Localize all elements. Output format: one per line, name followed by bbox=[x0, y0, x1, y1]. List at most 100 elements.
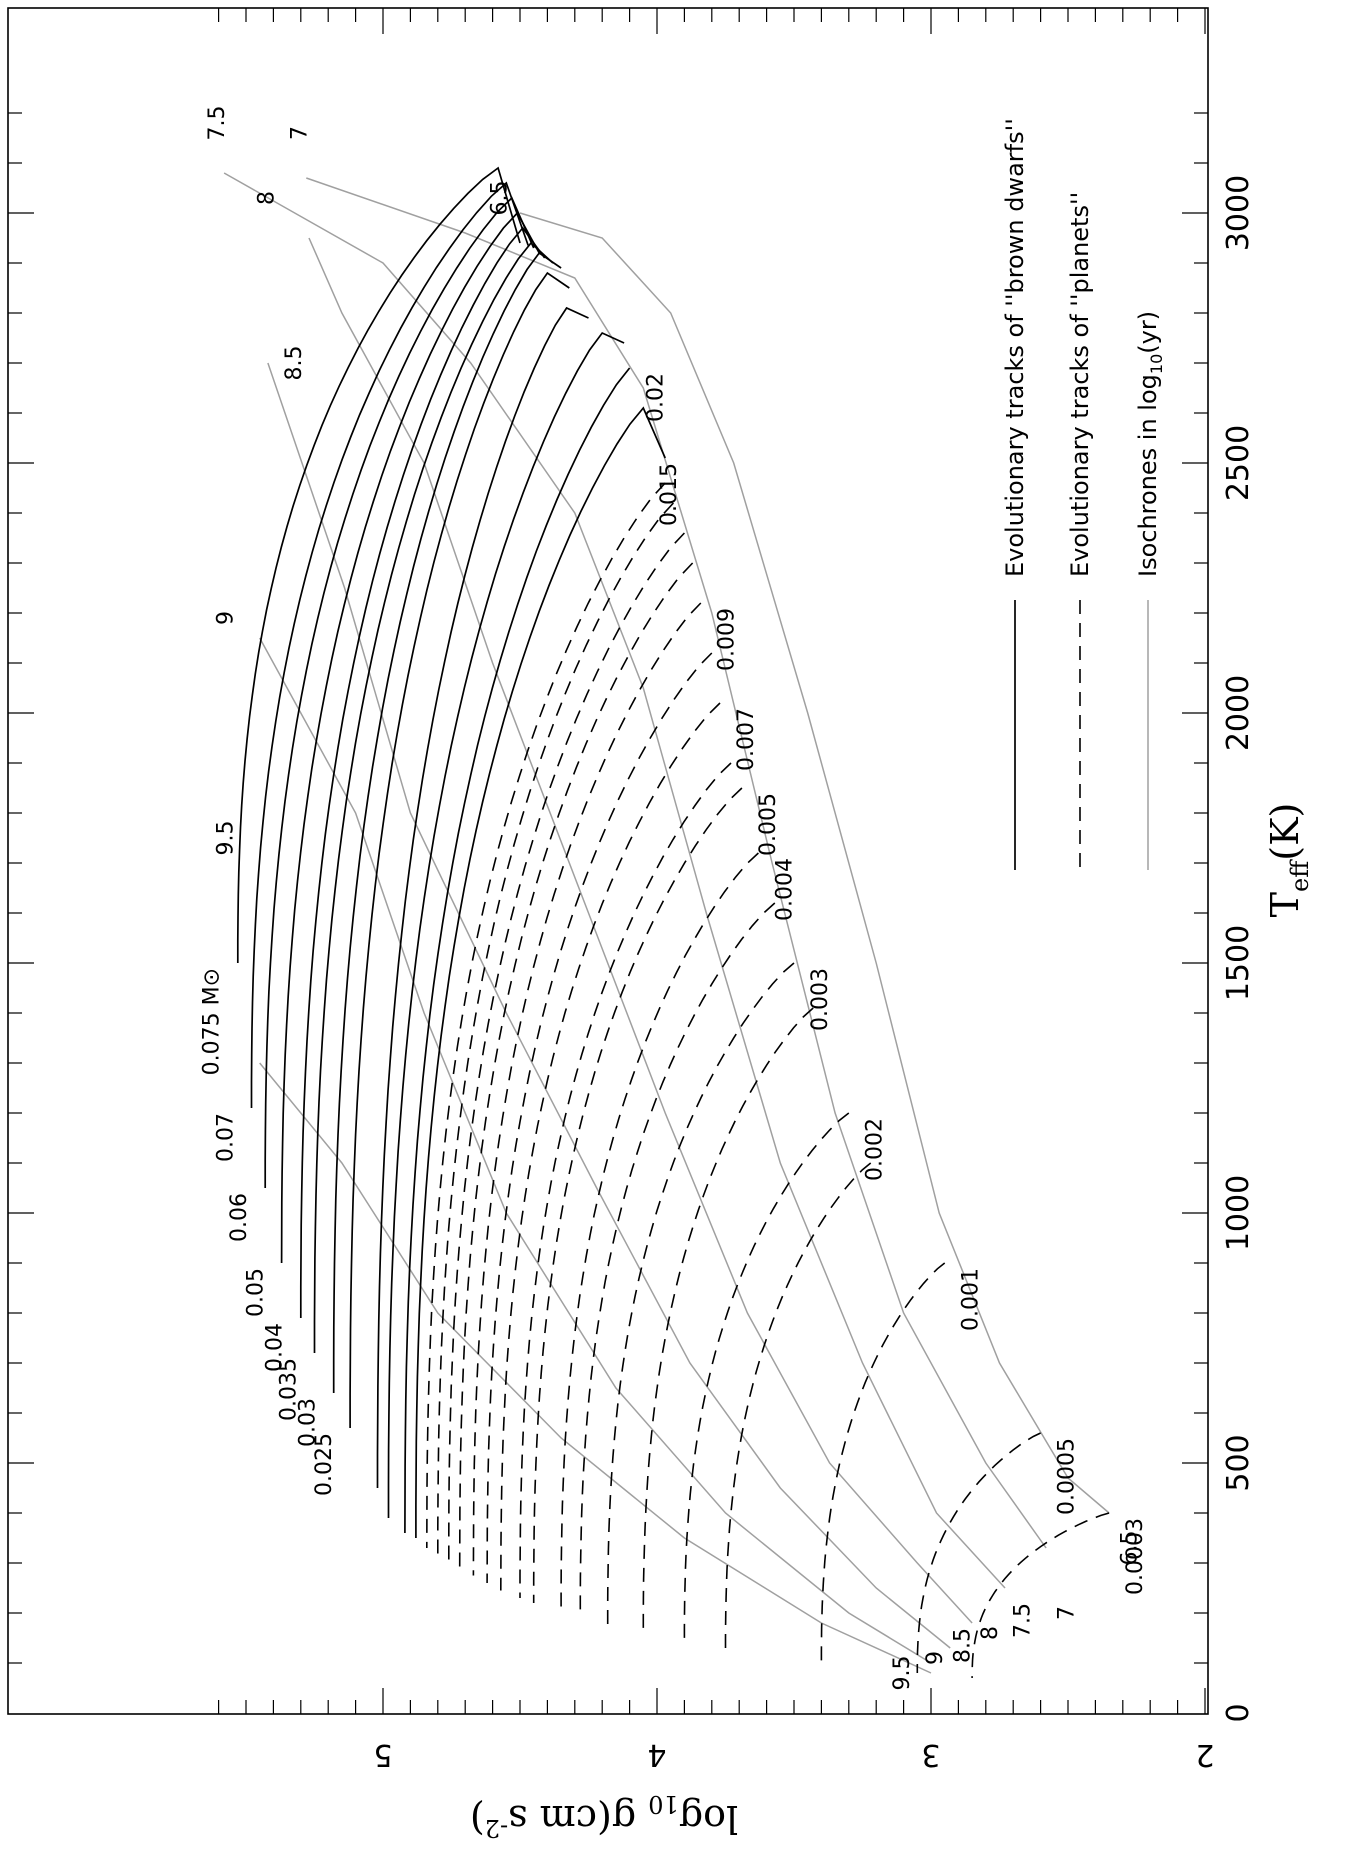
x-tick-label-group: 2500 bbox=[1221, 425, 1256, 501]
isochrone-line bbox=[259, 637, 932, 1664]
isochrone-labels-group: 7.5 76.588.599.56.577.588.599.5 bbox=[205, 106, 1142, 1691]
isochrone-bottom-label: 7 bbox=[1054, 1606, 1079, 1620]
track-mass-label-group: 0.007 bbox=[734, 708, 759, 771]
isochrone-line bbox=[308, 237, 973, 1624]
track-mass-label: 0.003 bbox=[808, 968, 833, 1031]
track-mass-label: 0.015 bbox=[657, 463, 682, 526]
svg-text:Teff(K): Teff(K) bbox=[1263, 803, 1314, 918]
planet-track bbox=[437, 502, 674, 1558]
track-mass-label: 0.004 bbox=[772, 858, 797, 921]
track-mass-label-group: 0.075 M⊙ bbox=[200, 968, 225, 1075]
planet-track bbox=[560, 852, 759, 1613]
isochrone-bottom-label-group: 7 bbox=[1054, 1606, 1079, 1620]
planet-track bbox=[820, 1262, 946, 1663]
x-tick-label: 0 bbox=[1221, 1703, 1256, 1722]
x-tick-label: 2000 bbox=[1221, 675, 1256, 751]
y-tick-label-group: 2 bbox=[1195, 1737, 1214, 1772]
brown-dwarf-track bbox=[415, 406, 666, 1538]
x-tick-label: 1000 bbox=[1221, 1175, 1256, 1251]
y-tick-label: 5 bbox=[373, 1737, 392, 1772]
legend-entry-planets: Evolutionary tracks of ''planets'' bbox=[1066, 192, 1094, 577]
isochrone-bottom-label-group: 8.5 bbox=[950, 1628, 975, 1663]
isochrone-top-label-group: 7.5 bbox=[205, 106, 230, 141]
isochrone-top-label: 9 bbox=[213, 611, 238, 625]
track-mass-label: 0.001 bbox=[959, 1268, 984, 1331]
isochrone-top-label: 8.5 bbox=[282, 346, 307, 381]
y-tick-label: 3 bbox=[921, 1737, 940, 1772]
planet-track bbox=[724, 1162, 872, 1653]
track-mass-label: 0.0005 bbox=[1054, 1438, 1079, 1515]
isochrone-top-label-group: 7 bbox=[287, 126, 312, 140]
planet-track bbox=[426, 482, 666, 1549]
y-tick-label-group: 3 bbox=[921, 1737, 940, 1772]
isochrone-bottom-label-group: 9 bbox=[923, 1651, 948, 1665]
track-mass-label: 0.02 bbox=[643, 373, 668, 422]
brown-dwarf-track bbox=[349, 271, 570, 1428]
track-mass-label-group: 0.0003 bbox=[1123, 1518, 1148, 1595]
x-tick-label-group: 1500 bbox=[1221, 925, 1256, 1001]
track-mass-label: 0.007 bbox=[734, 708, 759, 771]
planet-track bbox=[683, 1112, 850, 1643]
isochrone-line bbox=[259, 1062, 932, 1674]
isochrone-top-label-group: 8 bbox=[254, 191, 279, 205]
isochrone-top-label-group: 6.5 bbox=[487, 181, 512, 216]
isochrone-top-label-group: 9 bbox=[213, 611, 238, 625]
x-tick-label: 2500 bbox=[1221, 425, 1256, 501]
y-axis-label: log10 g(cm s-2) bbox=[470, 1790, 738, 1842]
brown-dwarf-track bbox=[376, 306, 589, 1488]
track-mass-label-group: 0.06 bbox=[227, 1193, 252, 1242]
x-tick-label-group: 500 bbox=[1221, 1434, 1256, 1491]
isochrone-bottom-label-group: 8 bbox=[978, 1626, 1003, 1640]
isochrone-line bbox=[519, 212, 1110, 1514]
track-mass-label: 0.0003 bbox=[1123, 1518, 1148, 1595]
isochrone-bottom-label-group: 6.5 bbox=[1118, 1531, 1143, 1566]
isochrones-group bbox=[223, 172, 1110, 1674]
planet-track bbox=[532, 787, 743, 1603]
track-mass-label-group: 0.0005 bbox=[1054, 1438, 1079, 1515]
isochrone-top-label-group: 9.5 bbox=[213, 821, 238, 856]
isochrone-bottom-label: 8 bbox=[978, 1626, 1003, 1640]
x-axis-label: Teff(K) bbox=[1263, 803, 1314, 918]
planet-track bbox=[486, 652, 713, 1584]
planet-track bbox=[472, 602, 702, 1576]
x-tick-label: 1500 bbox=[1221, 925, 1256, 1001]
brown-dwarf-track bbox=[404, 367, 631, 1534]
svg-text:log10 g(cm s-2): log10 g(cm s-2) bbox=[470, 1790, 738, 1842]
isochrone-bottom-label: 9.5 bbox=[890, 1656, 915, 1691]
brown-dwarf-track bbox=[236, 166, 521, 963]
isochrone-bottom-label: 6.5 bbox=[1118, 1531, 1143, 1566]
track-mass-label-group: 0.02 bbox=[643, 373, 668, 422]
legend: Evolutionary tracks of ''brown dwarfs'' … bbox=[1001, 118, 1166, 870]
track-mass-label-group: 0.025 bbox=[312, 1433, 337, 1496]
track-mass-label-group: 0.009 bbox=[715, 608, 740, 671]
track-mass-label: 0.05 bbox=[243, 1268, 268, 1317]
track-mass-label-group: 0.001 bbox=[959, 1268, 984, 1331]
isochrone-top-label: 8 bbox=[254, 191, 279, 205]
track-mass-label: 0.025 bbox=[312, 1433, 337, 1496]
legend-entry-brown-dwarfs: Evolutionary tracks of ''brown dwarfs'' bbox=[1001, 118, 1029, 577]
brown-dwarf-track bbox=[332, 251, 562, 1393]
isochrone-bottom-label-group: 7.5 bbox=[1011, 1603, 1036, 1638]
x-tick-label: 500 bbox=[1221, 1434, 1256, 1491]
track-mass-label-group: 0.035 bbox=[276, 1358, 301, 1421]
planet-track bbox=[971, 1512, 1110, 1678]
brown-dwarf-track bbox=[313, 241, 554, 1353]
brown-dwarf-track bbox=[264, 196, 535, 1188]
brown-dwarf-track bbox=[387, 331, 625, 1518]
track-mass-label-group: 0.015 bbox=[657, 463, 682, 526]
axis-ticks bbox=[8, 8, 1208, 1714]
track-mass-label-group: 0.002 bbox=[863, 1118, 888, 1181]
planet-track bbox=[579, 902, 776, 1618]
y-tick-label-group: 4 bbox=[647, 1737, 666, 1772]
isochrone-top-label-group: 8.5 bbox=[282, 346, 307, 381]
track-mass-label-group: 0.07 bbox=[213, 1113, 238, 1162]
track-mass-label-group: 0.005 bbox=[756, 793, 781, 856]
tick-labels: 0 500 1000 1500 2000 2500 3000 2 3 4 5 bbox=[373, 175, 1256, 1772]
track-mass-label: 0.002 bbox=[863, 1118, 888, 1181]
track-mass-label: 0.04 bbox=[263, 1323, 288, 1372]
planet-track bbox=[500, 702, 721, 1591]
isochrone-top-label: 7.5 bbox=[205, 106, 230, 141]
legend-entry-isochrones: Isochrones in log10(yr) bbox=[1134, 311, 1166, 577]
